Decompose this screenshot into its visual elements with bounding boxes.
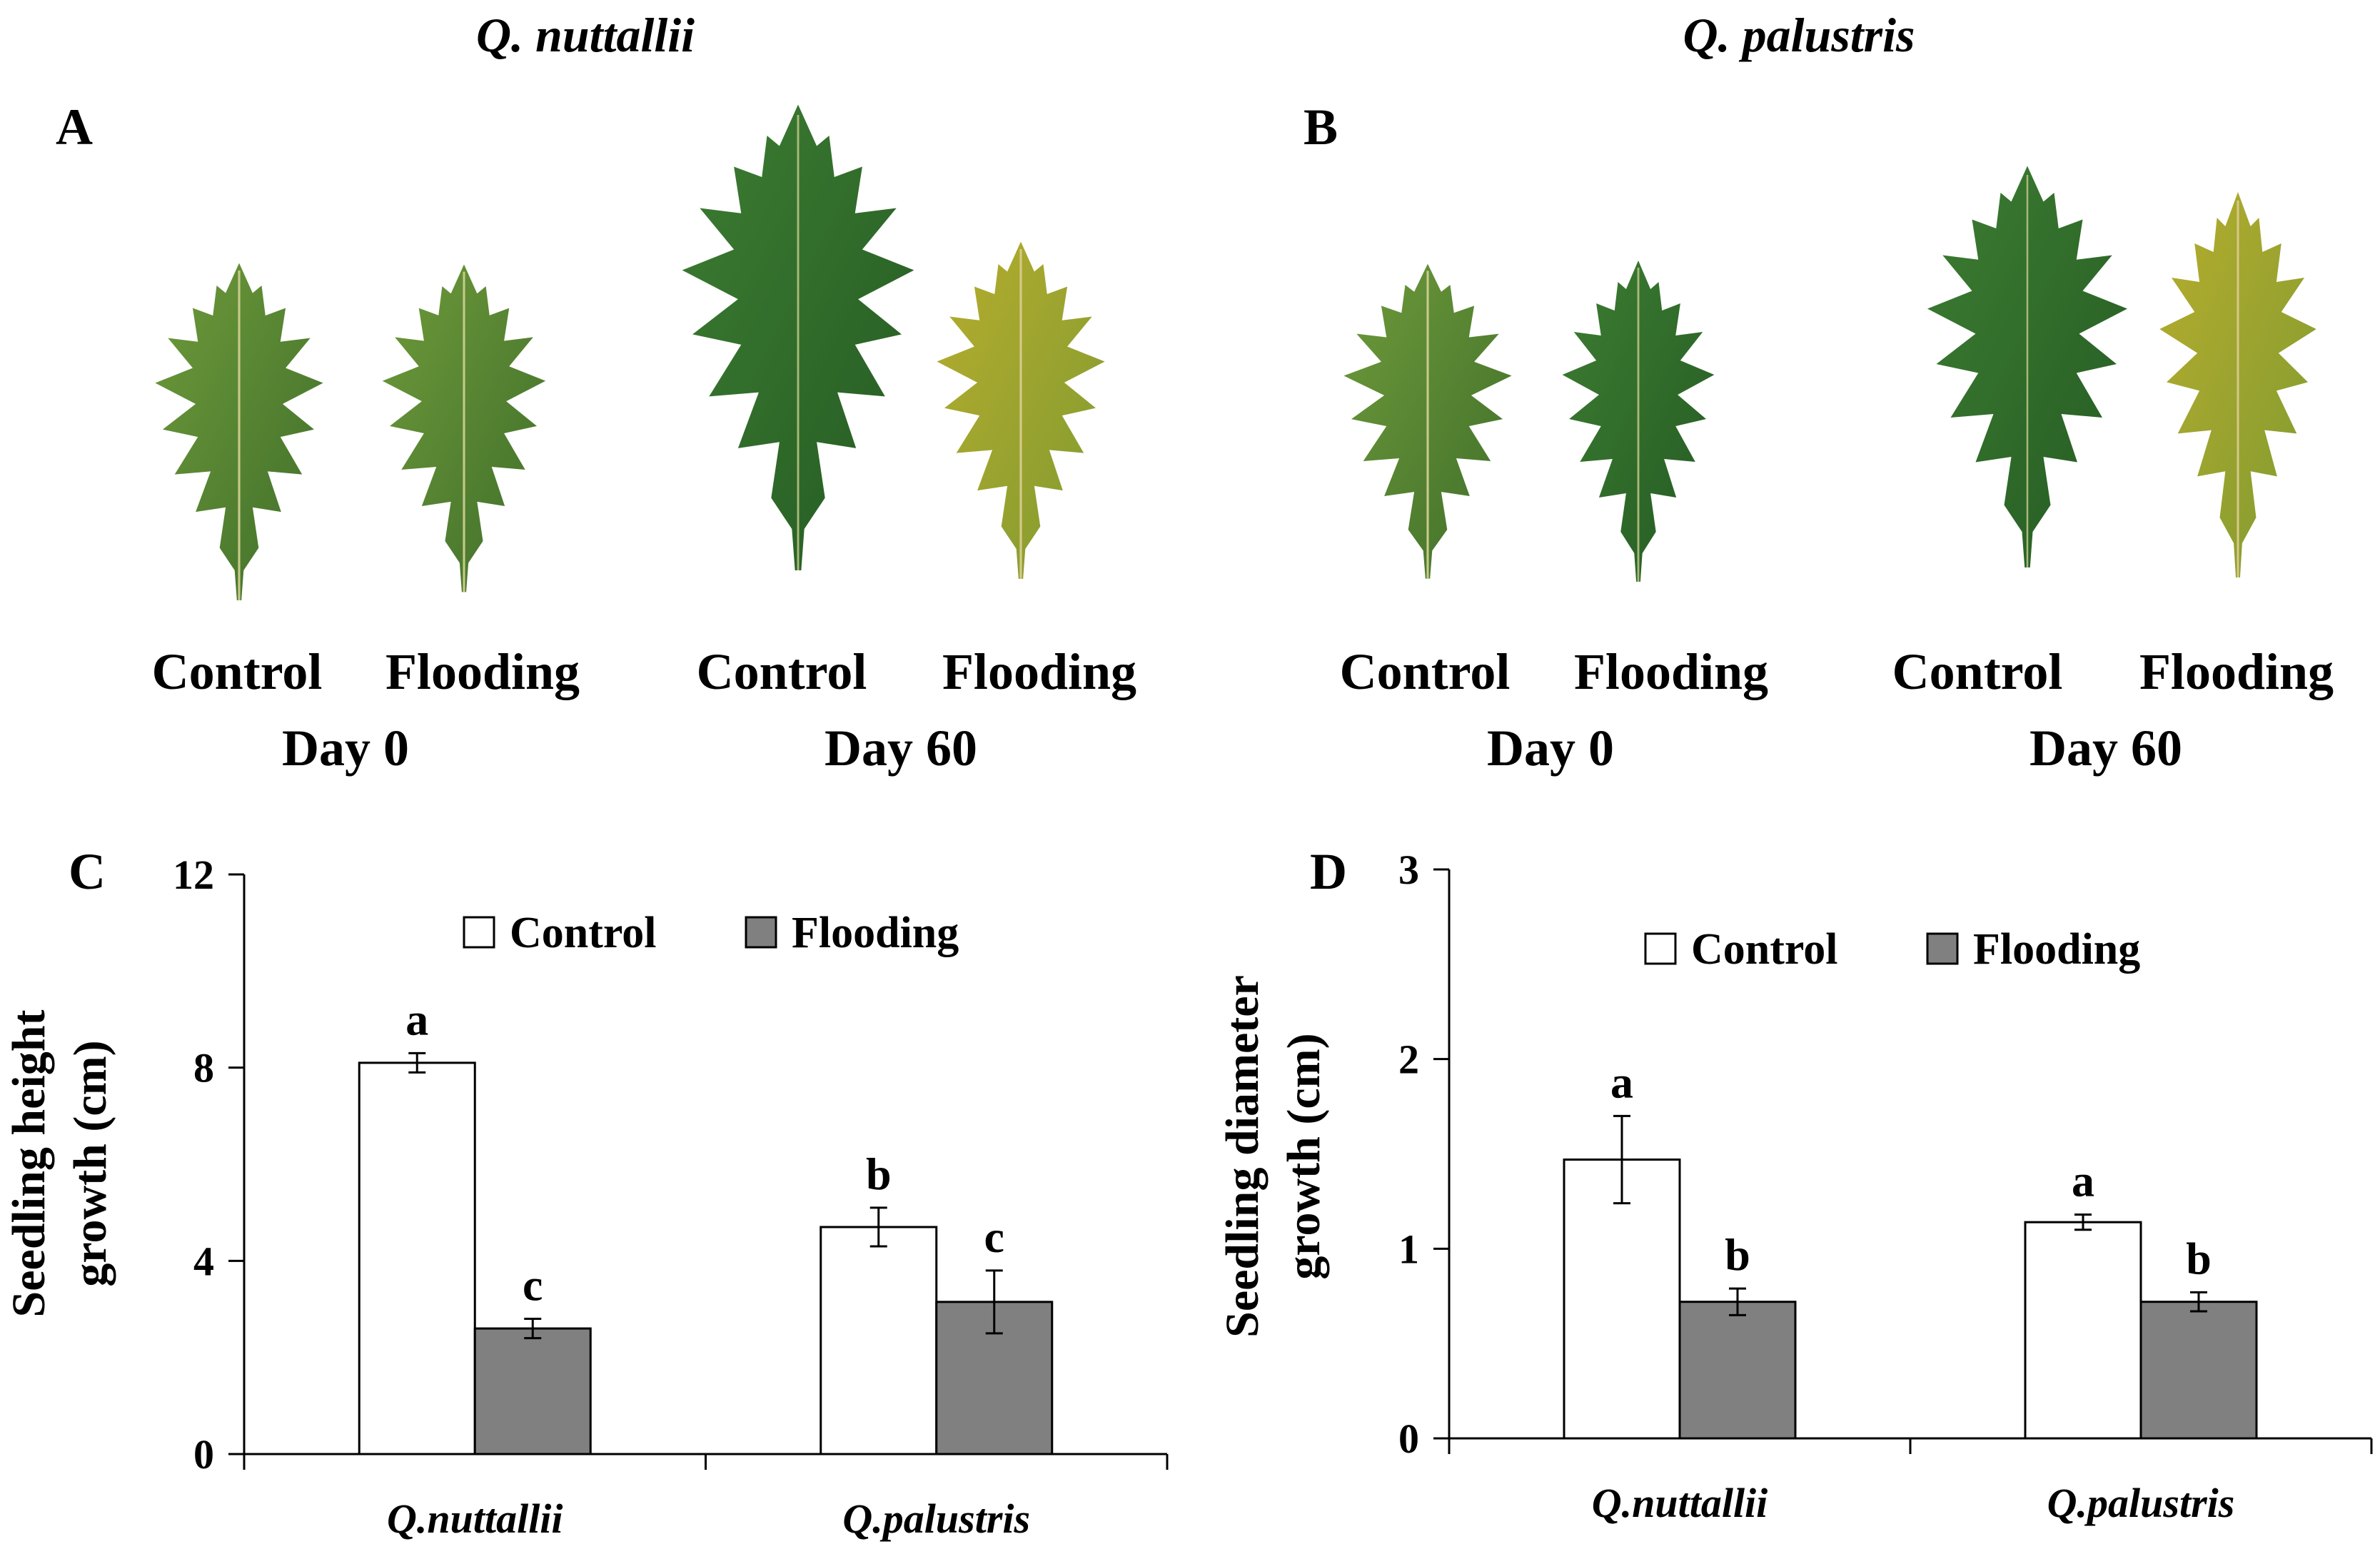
legend-swatch-control	[463, 916, 495, 949]
significance-letter: c	[523, 1260, 543, 1311]
significance-letter: b	[866, 1149, 892, 1199]
y-axis-label: growth (cm)	[1278, 1033, 1330, 1279]
significance-letter: b	[2186, 1233, 2212, 1283]
y-axis-label: Seedling diameter	[1216, 975, 1269, 1338]
x-category-label: Q.nuttallii	[387, 1495, 563, 1542]
y-axis-label: growth (cm)	[64, 1040, 116, 1286]
chart-height-growth: 0 4 8 12 a c Q.nuttallii b c Q.palustris Seedling …	[3, 852, 1169, 1542]
leaf-nuttallii-day60-flooding	[937, 241, 1105, 579]
x-category-label: Q.nuttallii	[1592, 1480, 1768, 1526]
caption-a-day0-flooding: Flooding	[385, 643, 580, 700]
panel-label-b: B	[1304, 99, 1338, 156]
legend-label-flooding: Flooding	[792, 909, 959, 957]
y-tick-label: 1	[1398, 1226, 1419, 1272]
bar-control-1	[358, 1061, 476, 1455]
bar-flooding-1	[473, 1327, 592, 1455]
significance-letter: b	[1725, 1229, 1750, 1280]
caption-b-day60-control: Control	[1892, 643, 2063, 700]
caption-a-day60: Day 60	[825, 720, 977, 777]
species-title-palustris: Q. palustris	[1683, 8, 1915, 62]
bar-flooding-1	[1678, 1301, 1797, 1440]
panel-label-d: D	[1310, 843, 1347, 900]
y-tick-label: 3	[1398, 847, 1419, 893]
significance-letter: a	[405, 994, 428, 1044]
leaf-palustris-day60-control	[1927, 166, 2127, 567]
panel-label-a: A	[56, 99, 93, 156]
bar-flooding-2	[2139, 1301, 2258, 1440]
caption-a-day0-control: Control	[152, 643, 323, 700]
photo-captions: Control Flooding Day 0 Control Flooding …	[152, 643, 2334, 777]
y-tick-label: 8	[193, 1045, 214, 1091]
y-tick-label: 2	[1398, 1036, 1419, 1083]
leaf-nuttallii-day0-flooding	[382, 264, 546, 592]
legend-swatch-flooding	[1926, 932, 1959, 965]
caption-b-day0-control: Control	[1340, 643, 1511, 700]
chart-diameter-growth: 0 1 2 3 a b Q.nuttallii a b Q.palustris Seedling d…	[1216, 847, 2373, 1526]
significance-letter: c	[984, 1211, 1004, 1262]
legend-swatch-flooding	[745, 916, 777, 949]
caption-b-day0: Day 0	[1487, 720, 1614, 777]
y-tick-label: 0	[193, 1431, 214, 1478]
species-title-nuttallii: Q. nuttallii	[476, 8, 695, 62]
y-axis-label: Seedling height	[3, 1010, 55, 1318]
bar-control-2	[2024, 1221, 2142, 1440]
leaf-nuttallii-day0-control	[155, 263, 323, 600]
y-tick-label: 12	[173, 852, 214, 898]
x-category-label: Q.palustris	[842, 1495, 1030, 1542]
legend-label-control: Control	[510, 909, 657, 957]
y-tick-label: 0	[1398, 1416, 1419, 1462]
y-tick-label: 4	[193, 1238, 214, 1284]
leaf-photos	[155, 104, 2316, 600]
significance-letter: a	[2072, 1156, 2094, 1206]
x-category-label: Q.palustris	[2047, 1480, 2235, 1526]
legend-label-control: Control	[1691, 925, 1838, 974]
legend-label-flooding: Flooding	[1973, 925, 2140, 974]
leaf-nuttallii-day60-control	[682, 104, 914, 571]
bar-control-1	[1563, 1158, 1681, 1440]
caption-a-day60-flooding: Flooding	[942, 643, 1136, 700]
caption-a-day60-control: Control	[697, 643, 867, 700]
bar-control-2	[820, 1226, 938, 1455]
leaf-palustris-day60-flooding	[2159, 192, 2316, 578]
leaf-palustris-day0-flooding	[1562, 261, 1715, 582]
legend-swatch-control	[1644, 932, 1677, 965]
caption-b-day60-flooding: Flooding	[2139, 643, 2334, 700]
panel-label-c: C	[69, 843, 106, 900]
caption-b-day60: Day 60	[2029, 720, 2182, 777]
caption-b-day0-flooding: Flooding	[1574, 643, 1768, 700]
caption-a-day0: Day 0	[282, 720, 409, 777]
significance-letter: a	[1610, 1056, 1633, 1107]
leaf-palustris-day0-control	[1343, 263, 1512, 579]
